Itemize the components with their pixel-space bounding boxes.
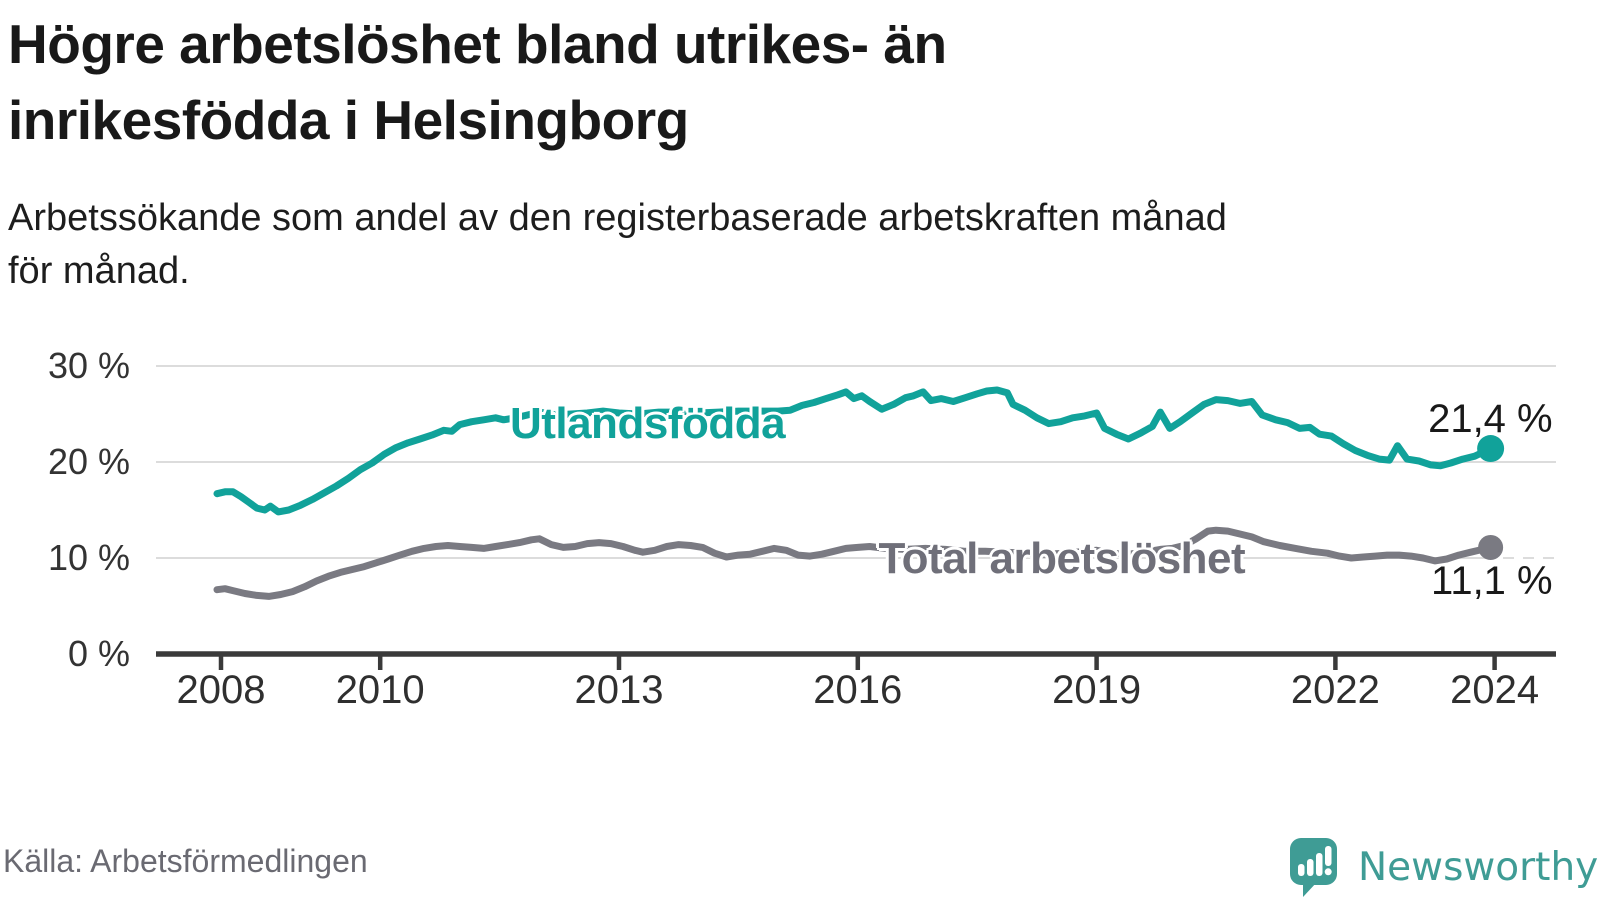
page-title: Högre arbetslöshet bland utrikes- än inr… [8,13,947,151]
logo-text: Newsworthy [1358,845,1599,890]
page-subtitle: Arbetssökande som andel av den registerb… [8,197,1227,292]
series-line-utlandsfodda [213,386,1495,516]
series-end-dots [1477,435,1505,560]
source-text: Källa: Arbetsförmedlingen [3,843,368,879]
series-line-total-arbetsloshet [213,526,1495,600]
logo-bubble-icon [1290,838,1337,897]
gridlines [156,365,1556,559]
series-lines [213,386,1495,600]
newsworthy-logo-icon [1290,838,1337,897]
series-end-dot-utlandsfodda [1477,435,1505,463]
x-axis [156,651,1556,670]
series-end-dot-total-arbetsloshet [1478,534,1504,560]
